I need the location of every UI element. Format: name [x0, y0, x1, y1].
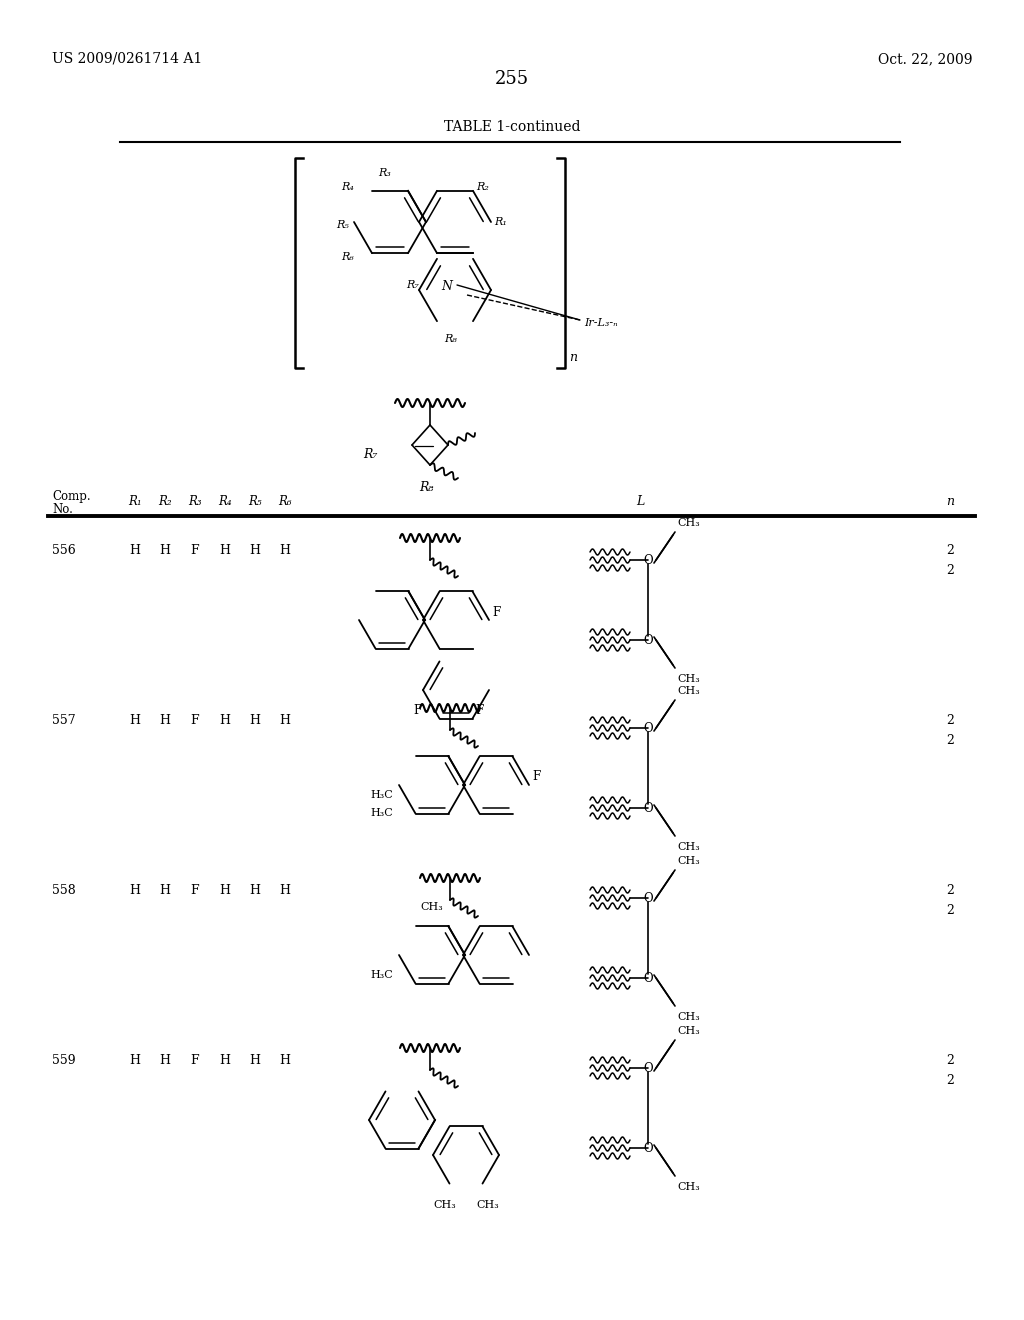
Text: H: H — [129, 714, 140, 726]
Text: Ir-L₃-ₙ: Ir-L₃-ₙ — [584, 318, 617, 327]
Text: F: F — [492, 606, 501, 619]
Text: R₂: R₂ — [158, 495, 172, 508]
Text: R₂: R₂ — [476, 182, 488, 191]
Text: H: H — [280, 714, 291, 726]
Text: H: H — [250, 544, 260, 557]
Text: R₈: R₈ — [419, 480, 433, 494]
Text: F: F — [532, 771, 541, 784]
Text: R₇: R₇ — [407, 280, 419, 290]
Text: R₈: R₈ — [444, 334, 458, 345]
Text: Oct. 22, 2009: Oct. 22, 2009 — [878, 51, 972, 66]
Text: R₇: R₇ — [364, 449, 378, 462]
Text: H: H — [250, 883, 260, 896]
Text: n: n — [946, 495, 954, 508]
Text: CH₃: CH₃ — [677, 1012, 699, 1022]
Text: CH₃: CH₃ — [476, 1200, 499, 1210]
Text: F: F — [190, 883, 200, 896]
Text: H: H — [129, 883, 140, 896]
Text: R₆: R₆ — [279, 495, 292, 508]
Text: R₃: R₃ — [379, 168, 391, 178]
Text: O: O — [643, 553, 653, 566]
Text: N: N — [441, 280, 453, 293]
Text: 2: 2 — [946, 734, 954, 747]
Text: CH₃: CH₃ — [677, 842, 699, 851]
Text: H: H — [250, 714, 260, 726]
Text: CH₃: CH₃ — [677, 1181, 699, 1192]
Text: H: H — [219, 1053, 230, 1067]
Text: 558: 558 — [52, 883, 76, 896]
Text: No.: No. — [52, 503, 73, 516]
Text: F: F — [190, 544, 200, 557]
Text: US 2009/0261714 A1: US 2009/0261714 A1 — [52, 51, 203, 66]
Text: 2: 2 — [946, 1073, 954, 1086]
Text: R₁: R₁ — [494, 216, 507, 227]
Text: F: F — [190, 714, 200, 726]
Text: H: H — [160, 714, 171, 726]
Text: R₁: R₁ — [128, 495, 141, 508]
Text: R₅: R₅ — [336, 220, 349, 230]
Text: R₃: R₃ — [188, 495, 202, 508]
Text: O: O — [643, 634, 653, 647]
Text: O: O — [643, 1142, 653, 1155]
Text: H: H — [160, 883, 171, 896]
Text: O: O — [643, 1061, 653, 1074]
Text: 2: 2 — [946, 1053, 954, 1067]
Text: CH₃: CH₃ — [677, 855, 699, 866]
Text: H: H — [129, 1053, 140, 1067]
Text: 2: 2 — [946, 714, 954, 726]
Text: 2: 2 — [946, 903, 954, 916]
Text: R₄: R₄ — [341, 182, 354, 191]
Text: H: H — [280, 544, 291, 557]
Text: H: H — [160, 1053, 171, 1067]
Text: F: F — [475, 704, 483, 717]
Text: 556: 556 — [52, 544, 76, 557]
Text: CH₃: CH₃ — [433, 1200, 456, 1210]
Text: H: H — [250, 1053, 260, 1067]
Text: 255: 255 — [495, 70, 529, 88]
Text: CH₃: CH₃ — [421, 902, 443, 912]
Text: CH₃: CH₃ — [677, 517, 699, 528]
Text: 2: 2 — [946, 544, 954, 557]
Text: 559: 559 — [52, 1053, 76, 1067]
Text: CH₃: CH₃ — [677, 675, 699, 684]
Text: n: n — [569, 351, 577, 364]
Text: H: H — [280, 1053, 291, 1067]
Text: H: H — [160, 544, 171, 557]
Text: H: H — [280, 883, 291, 896]
Text: O: O — [643, 891, 653, 904]
Text: O: O — [643, 972, 653, 985]
Text: H₃C: H₃C — [371, 808, 393, 818]
Text: H₃C: H₃C — [371, 970, 393, 979]
Text: O: O — [643, 722, 653, 734]
Text: H: H — [219, 714, 230, 726]
Text: 2: 2 — [946, 564, 954, 577]
Text: O: O — [643, 801, 653, 814]
Text: H: H — [129, 544, 140, 557]
Text: Comp.: Comp. — [52, 490, 91, 503]
Text: R₆: R₆ — [341, 252, 354, 263]
Text: H₃C: H₃C — [371, 789, 393, 800]
Text: CH₃: CH₃ — [677, 1026, 699, 1036]
Text: TABLE 1-continued: TABLE 1-continued — [443, 120, 581, 135]
Text: F: F — [414, 704, 422, 717]
Text: H: H — [219, 544, 230, 557]
Text: 557: 557 — [52, 714, 76, 726]
Text: F: F — [190, 1053, 200, 1067]
Text: 2: 2 — [946, 883, 954, 896]
Text: R₄: R₄ — [218, 495, 231, 508]
Text: L: L — [636, 495, 644, 508]
Text: R₅: R₅ — [248, 495, 262, 508]
Text: CH₃: CH₃ — [677, 686, 699, 696]
Text: H: H — [219, 883, 230, 896]
